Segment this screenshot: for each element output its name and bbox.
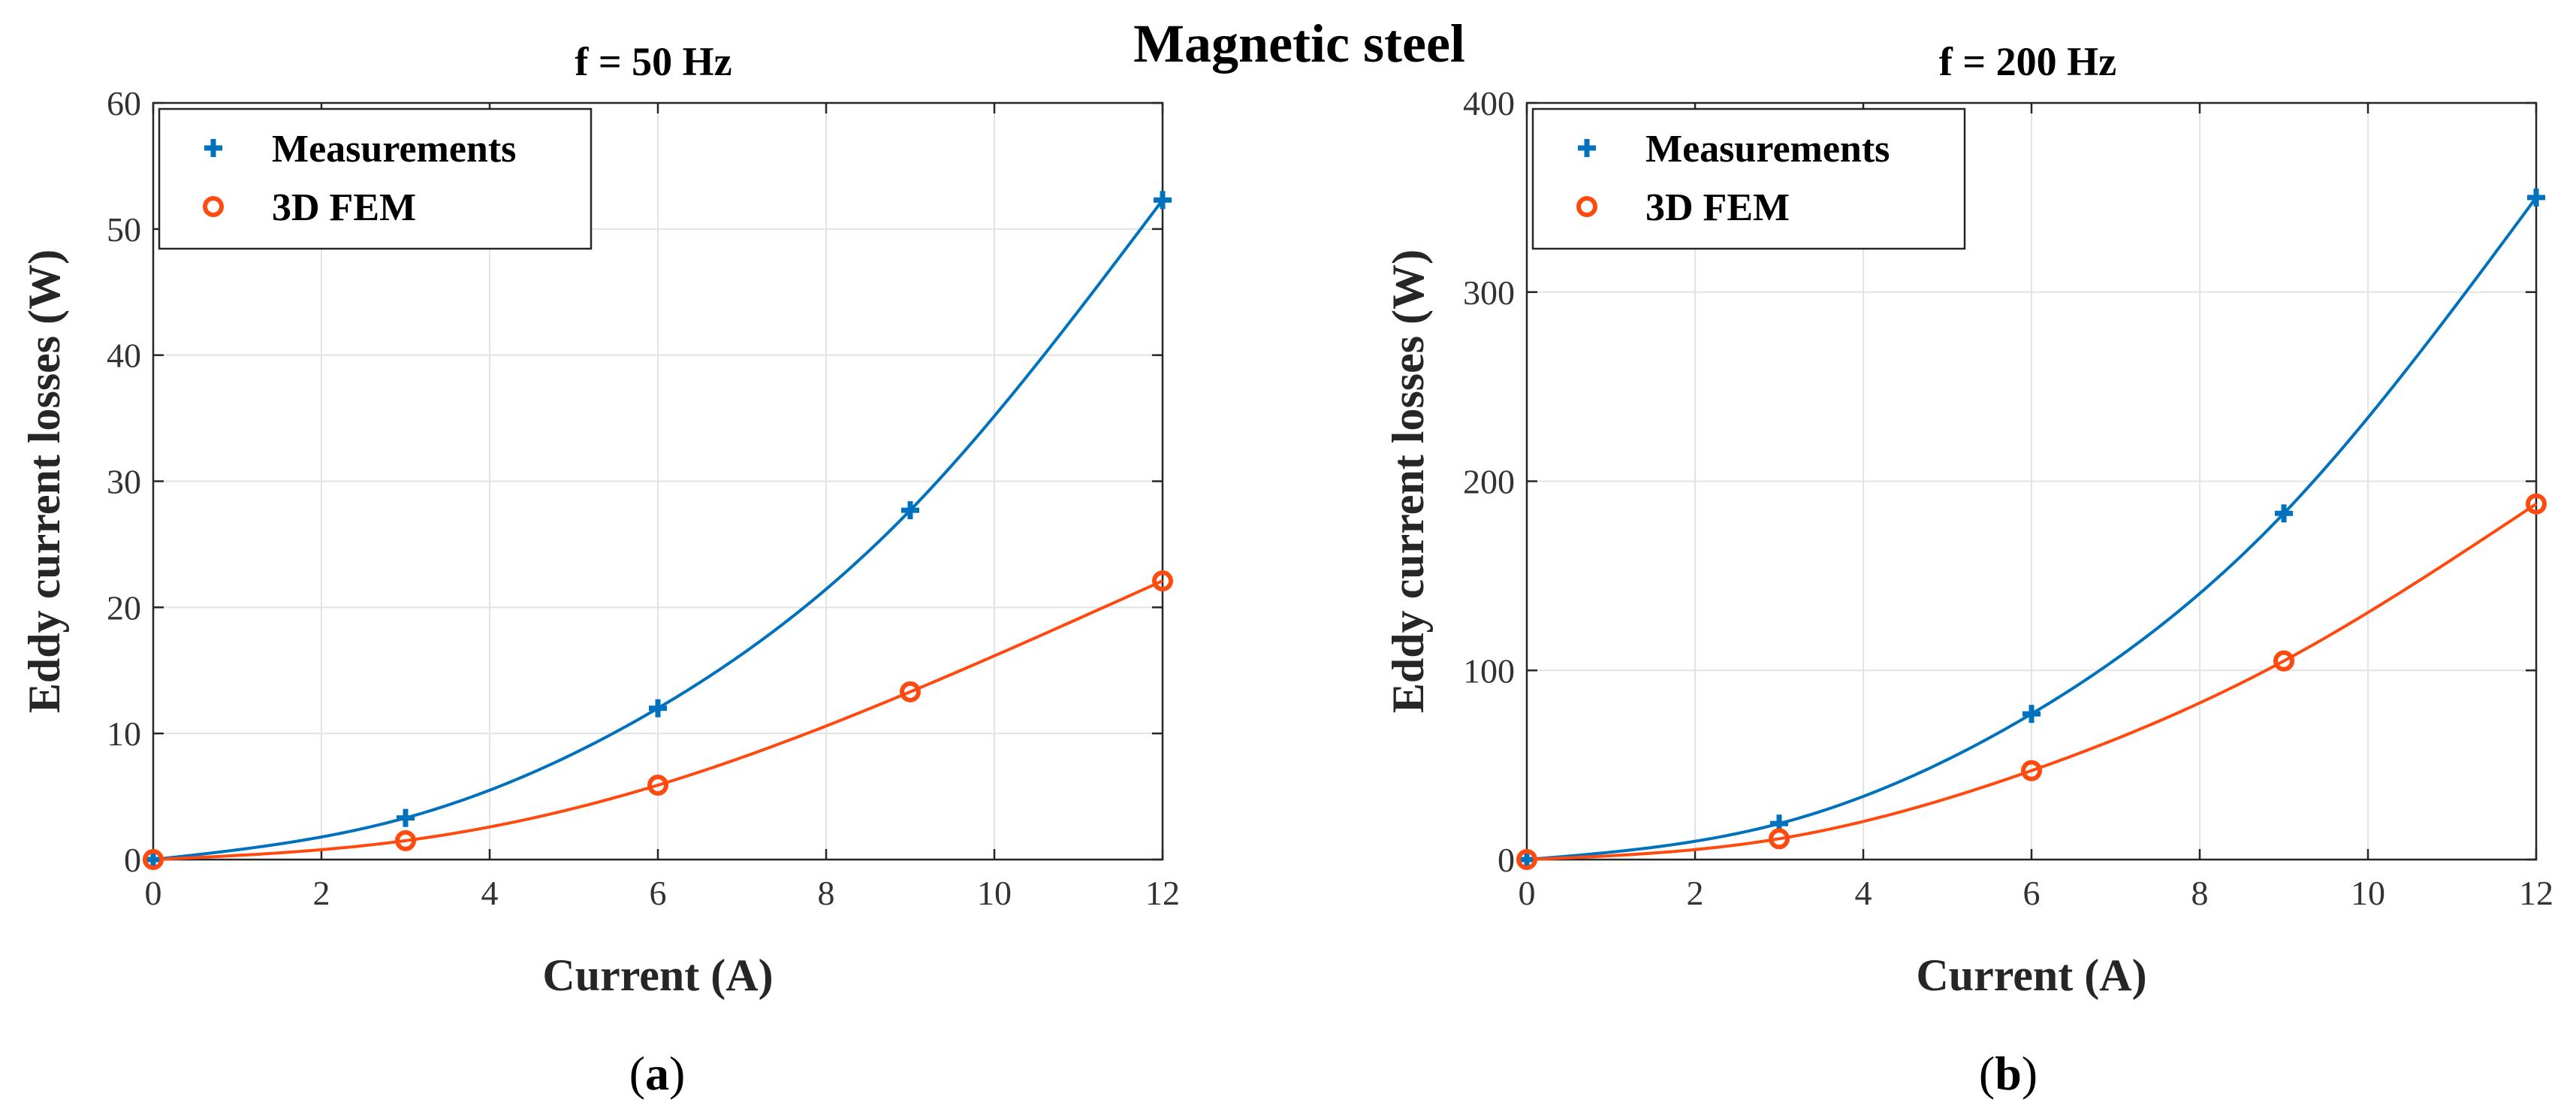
panel-paren-close: ) xyxy=(669,1047,685,1100)
series-line-fem xyxy=(152,579,1163,861)
panel-paren-open: ( xyxy=(1979,1047,1995,1100)
y-tick-label: 10 xyxy=(107,715,141,753)
data-point-fem xyxy=(395,829,416,851)
y-axis-label: Eddy current losses (W) xyxy=(20,249,69,713)
legend: Measurements 3D FEM xyxy=(158,107,593,250)
data-point-fem xyxy=(1769,828,1790,850)
x-axis-label: Current (A) xyxy=(1916,950,2146,1000)
legend: Measurements 3D FEM xyxy=(1531,107,1966,250)
figure-title: Magnetic steel xyxy=(1133,14,1465,74)
series-line-fem xyxy=(1526,503,2538,861)
panel-label: (b) xyxy=(1979,1047,2038,1100)
chart-200hz: 0 2 4 6 8 10 12 0 100 200 300 400 Measurements 3D FEM… xyxy=(1383,39,2553,1100)
panel-label: (a) xyxy=(629,1047,686,1100)
y-tick-label: 100 xyxy=(1463,651,1515,690)
y-tick-label: 400 xyxy=(1463,84,1515,122)
x-tick-label: 2 xyxy=(313,874,330,912)
legend-box xyxy=(158,107,593,250)
legend-label-fem: 3D FEM xyxy=(272,186,416,229)
data-point-measurements xyxy=(397,808,415,827)
data-point-fem xyxy=(1516,849,1537,870)
x-tick-label: 2 xyxy=(1687,874,1704,912)
x-tick-label: 6 xyxy=(650,874,667,912)
y-tick-label: 30 xyxy=(107,463,141,501)
chart-50hz: 0 2 4 6 8 10 12 0 10 20 30 40 50 60 Measurements 3D FEM… xyxy=(20,39,1180,1100)
data-point-fem xyxy=(2526,493,2547,515)
y-tick-label: 300 xyxy=(1463,273,1515,312)
data-point-fem xyxy=(2021,760,2042,781)
data-point-fem xyxy=(647,774,668,796)
x-axis-label: Current (A) xyxy=(542,950,773,1000)
legend-label-measurements: Measurements xyxy=(272,128,516,171)
chart-title: f = 50 Hz xyxy=(575,39,731,84)
x-tick-label: 4 xyxy=(481,874,499,912)
y-tick-label: 60 xyxy=(107,84,141,122)
legend-box xyxy=(1531,107,1966,250)
data-point-measurements xyxy=(2527,188,2545,207)
chart-title: f = 200 Hz xyxy=(1939,39,2116,84)
x-tick-label: 6 xyxy=(2023,874,2041,912)
y-tick-label: 40 xyxy=(107,337,141,375)
data-point-measurements xyxy=(2022,705,2041,724)
data-point-fem xyxy=(1152,570,1173,592)
y-tick-label: 200 xyxy=(1463,463,1515,501)
data-point-measurements xyxy=(901,501,919,520)
data-point-fem xyxy=(2273,650,2294,672)
data-point-measurements xyxy=(649,699,667,718)
y-tick-label: 0 xyxy=(1498,841,1515,879)
x-tick-label: 12 xyxy=(1145,874,1180,912)
data-point-measurements xyxy=(2275,504,2293,523)
panel-paren-close: ) xyxy=(2022,1047,2038,1100)
x-tick-label: 8 xyxy=(2191,874,2209,912)
panel-paren-open: ( xyxy=(629,1047,645,1100)
data-point-fem xyxy=(900,681,921,703)
legend-marker-fem xyxy=(203,196,224,217)
y-tick-label: 20 xyxy=(107,588,141,627)
y-axis-label: Eddy current losses (W) xyxy=(1383,249,1433,713)
y-tick-label: 50 xyxy=(107,210,141,249)
legend-marker-fem xyxy=(1576,196,1597,217)
x-tick-label: 10 xyxy=(977,874,1012,912)
x-tick-label: 12 xyxy=(2519,874,2553,912)
panel-letter: b xyxy=(1995,1047,2022,1100)
x-tick-label: 10 xyxy=(2351,874,2385,912)
data-point-fem xyxy=(143,849,164,870)
x-tick-label: 0 xyxy=(145,874,162,912)
legend-label-measurements: Measurements xyxy=(1645,128,1890,171)
panel-letter: a xyxy=(645,1047,669,1100)
x-tick-label: 4 xyxy=(1855,874,1872,912)
data-point-measurements xyxy=(1154,191,1172,210)
x-tick-label: 0 xyxy=(1519,874,1536,912)
x-tick-label: 8 xyxy=(818,874,835,912)
y-tick-label: 0 xyxy=(124,841,141,879)
legend-label-fem: 3D FEM xyxy=(1645,186,1790,229)
